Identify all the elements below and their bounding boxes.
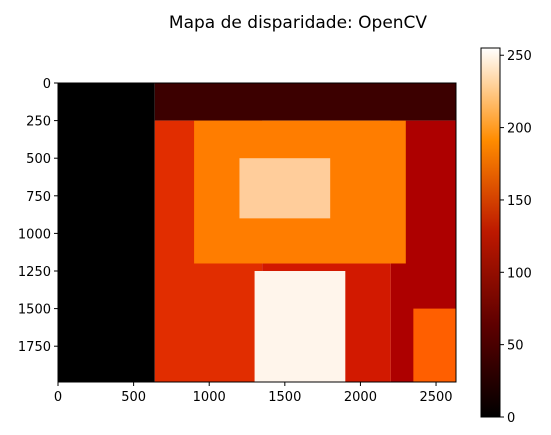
x-tick-label: 1500 — [268, 390, 301, 405]
y-axis: 0 250 500 750 1000 1250 1500 1750 — [18, 77, 58, 355]
colorbar-frame — [480, 47, 501, 418]
colorbar-tick-label: 250 — [507, 49, 532, 64]
y-tick-label: 1000 — [18, 227, 51, 242]
disparity-region — [413, 308, 456, 382]
chart-title: Mapa de disparidade: OpenCV — [169, 13, 428, 33]
x-tick-label: 500 — [121, 390, 146, 405]
y-tick-label: 750 — [26, 190, 51, 205]
disparity-image — [58, 83, 456, 382]
disparity-region — [154, 83, 456, 121]
y-tick-label: 250 — [26, 115, 51, 130]
y-tick-label: 1500 — [18, 303, 51, 318]
x-axis: 0 500 1000 1500 2000 2500 — [54, 382, 453, 405]
x-tick-label: 2000 — [344, 390, 377, 405]
plot-frame — [57, 82, 457, 383]
x-tick-label: 1000 — [193, 390, 226, 405]
colorbar-tick-label: 100 — [507, 266, 532, 281]
colorbar-axis: 0 50 100 150 200 250 — [500, 49, 532, 426]
x-tick-label: 0 — [54, 390, 62, 405]
x-tick-label: 2500 — [419, 390, 452, 405]
colorbar-tick-label: 0 — [507, 411, 515, 426]
disparity-region — [58, 83, 155, 382]
colorbar-tick-label: 50 — [507, 339, 524, 354]
y-tick-label: 500 — [26, 152, 51, 167]
y-tick-label: 1250 — [18, 265, 51, 280]
colorbar — [481, 48, 500, 417]
colorbar-tick-label: 150 — [507, 194, 532, 209]
y-tick-label: 0 — [43, 77, 51, 92]
disparity-region — [254, 271, 346, 382]
y-tick-label: 1750 — [18, 340, 51, 355]
disparity-region — [239, 158, 331, 219]
colorbar-tick-label: 200 — [507, 122, 532, 137]
